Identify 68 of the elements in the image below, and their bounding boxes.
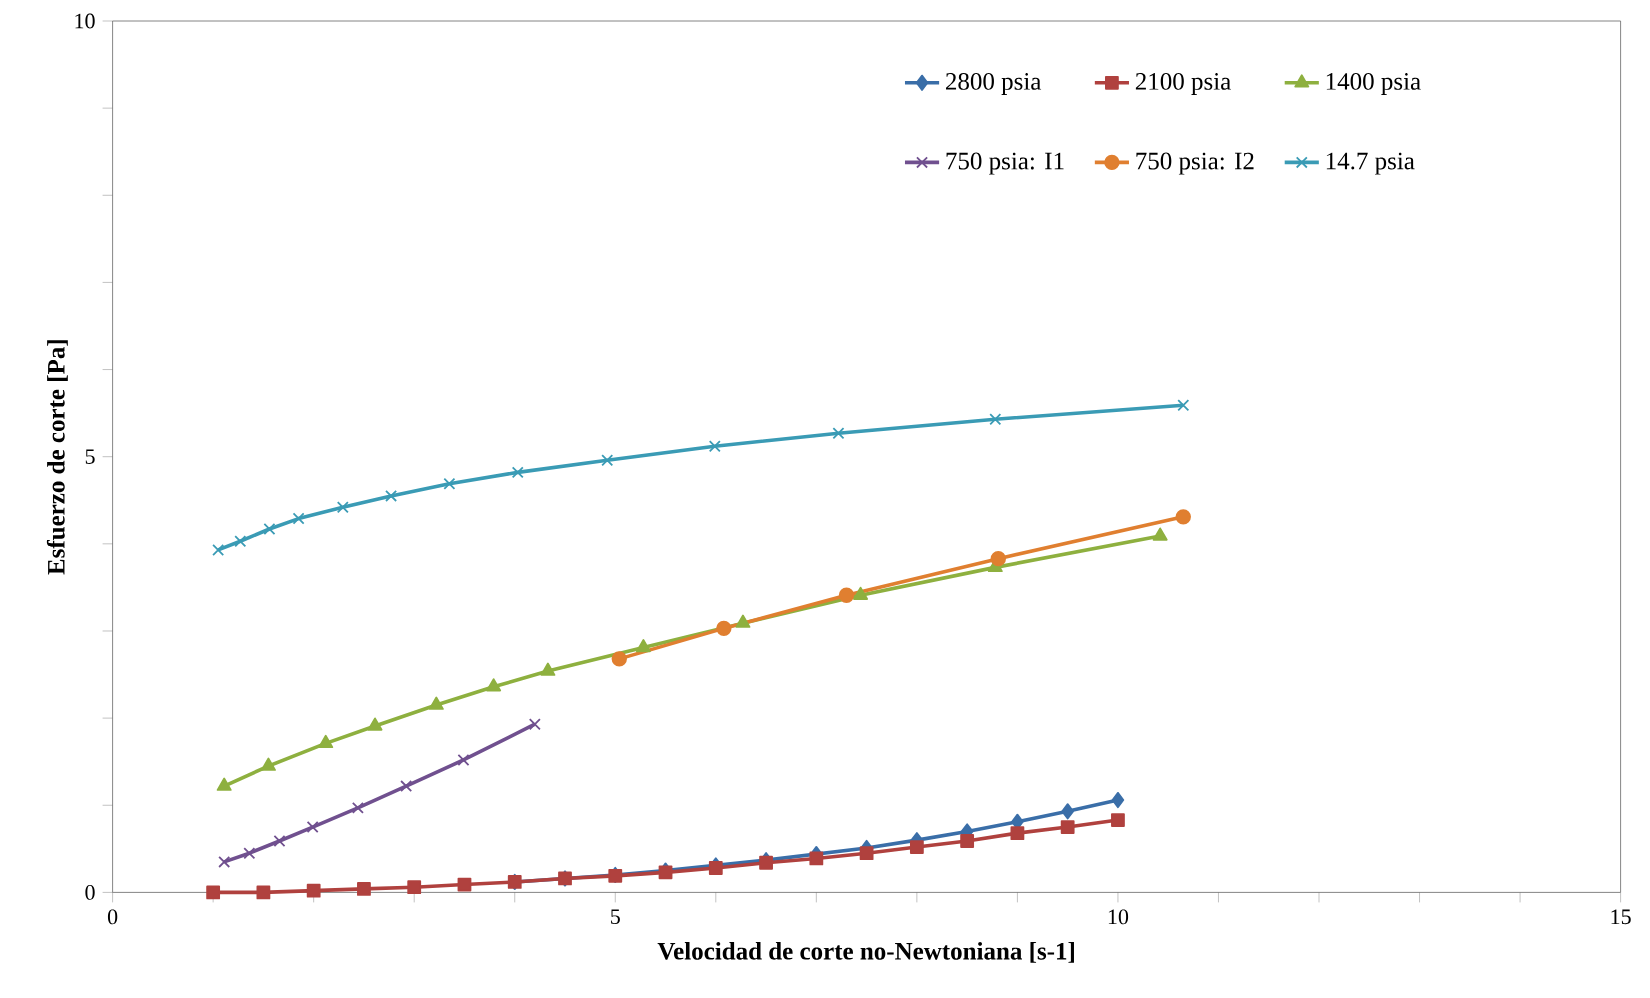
point [853, 586, 869, 600]
point [357, 882, 371, 896]
point [1175, 509, 1191, 525]
point [306, 883, 321, 898]
point [859, 846, 874, 861]
point [809, 851, 824, 866]
point [708, 861, 723, 875]
point [443, 477, 456, 490]
point [990, 550, 1006, 567]
point [601, 454, 614, 467]
point [256, 885, 271, 900]
point [457, 877, 472, 892]
point [243, 847, 256, 860]
legend-label: 2800 psia [946, 72, 1042, 95]
point [735, 614, 751, 628]
legend-label: 14.7 psia [1326, 152, 1415, 175]
point [1177, 399, 1190, 412]
point [260, 757, 276, 771]
point [635, 639, 651, 653]
point [1152, 527, 1168, 541]
point [400, 780, 413, 793]
y-axis-title: Esfuerzo de corte [Pa] [46, 340, 68, 575]
y-tick-label: 5 [85, 449, 95, 465]
point [838, 587, 855, 603]
legend-label: 1400 psia [1326, 72, 1421, 95]
point [708, 440, 721, 453]
legend-label: 750 psia: I1 [946, 152, 1064, 175]
point [511, 466, 524, 479]
x-axis-title: Velocidad de corte no-Newtoniana [s-1] [657, 942, 1074, 963]
point [960, 834, 975, 848]
point [1010, 826, 1025, 841]
point [1111, 791, 1125, 809]
point [218, 855, 231, 868]
point [540, 662, 556, 676]
point [306, 821, 319, 834]
point [528, 718, 541, 731]
point [351, 801, 364, 814]
x-tick-label: 5 [611, 909, 620, 925]
point [428, 696, 444, 710]
point [367, 717, 383, 731]
x-tick-label: 15 [1611, 909, 1631, 925]
point [1060, 820, 1075, 834]
y-tick-label: 10 [75, 13, 95, 29]
legend-label: 750 psia: I2 [1136, 152, 1254, 175]
point [909, 840, 924, 854]
legend-label: 2100 psia [1135, 72, 1231, 95]
point [1111, 813, 1125, 827]
x-tick-label: 10 [1108, 909, 1129, 925]
point [336, 501, 349, 514]
point [212, 543, 225, 556]
point [716, 620, 732, 637]
point [273, 835, 286, 847]
point [989, 413, 1002, 426]
point [832, 427, 845, 440]
point [1061, 803, 1074, 820]
point [234, 535, 247, 548]
point [216, 777, 232, 791]
x-tick-label: 0 [107, 909, 118, 925]
point [263, 523, 276, 536]
point [407, 880, 422, 895]
point [611, 651, 627, 667]
point [486, 678, 502, 692]
point [385, 489, 398, 502]
point [292, 512, 305, 525]
point [457, 753, 470, 766]
point [318, 734, 334, 749]
y-tick-label: 0 [85, 884, 95, 900]
point [206, 885, 221, 900]
